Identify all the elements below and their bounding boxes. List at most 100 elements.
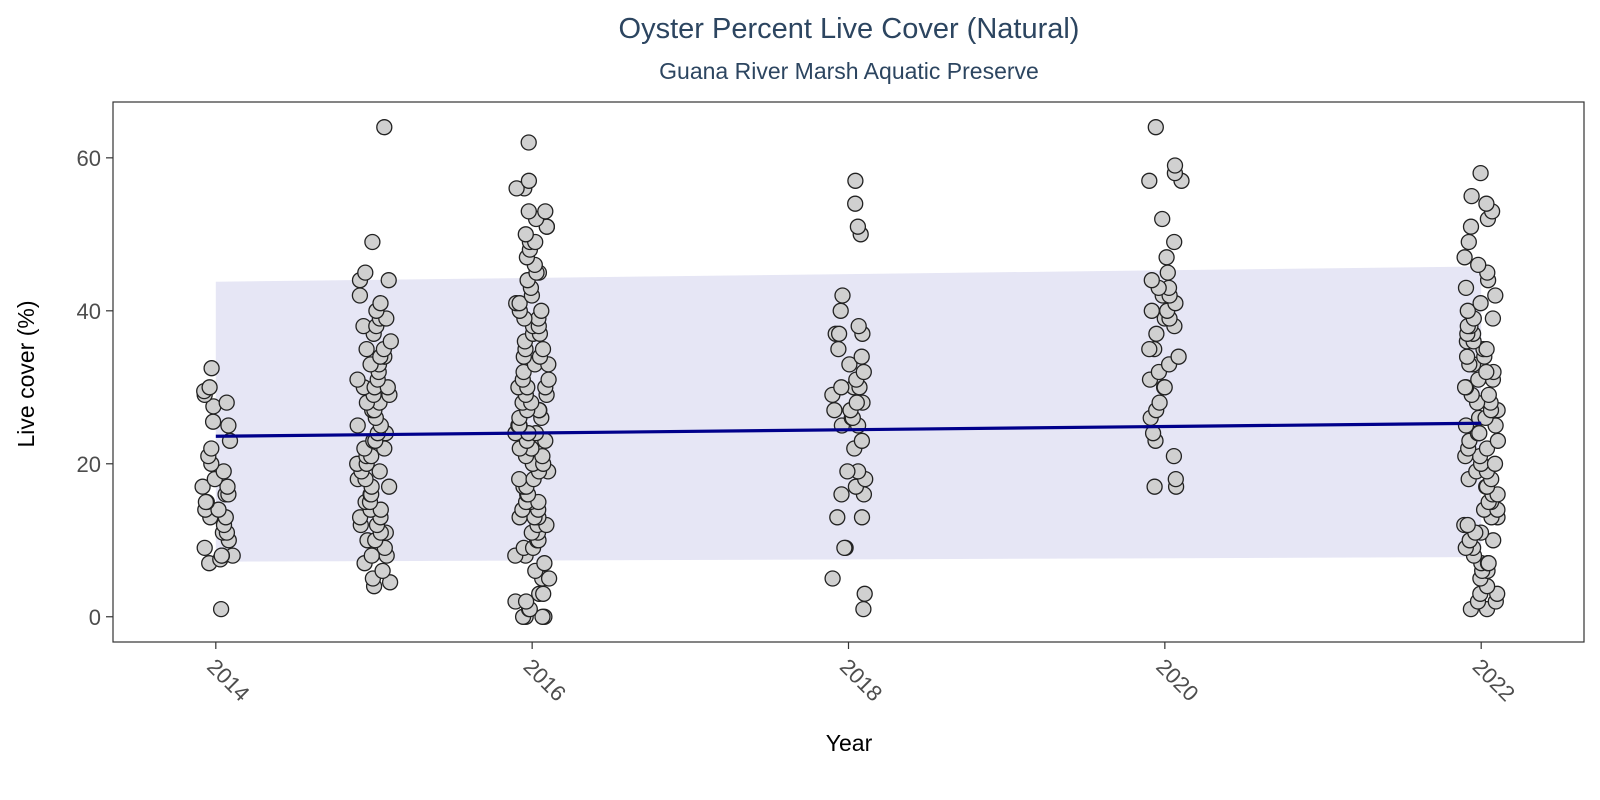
data-point [508,180,525,197]
data-point [540,371,557,388]
data-point [380,272,397,289]
data-point [535,585,552,602]
data-point [1170,348,1187,365]
data-point [1486,455,1504,472]
data-point [1480,386,1497,404]
x-tick-label: 2014 [202,654,254,706]
y-tick-label: 20 [77,452,101,477]
data-point [194,478,211,495]
data-point [1457,417,1475,434]
data-point [839,463,856,480]
data-point [517,226,534,243]
data-point [833,379,850,396]
data-point [1470,256,1487,274]
data-point [534,608,551,625]
x-tick-label: 2016 [519,654,571,706]
data-point [1143,302,1160,319]
data-point [349,417,366,434]
data-point [1146,478,1163,495]
data-point [1151,394,1168,411]
data-point [203,440,220,457]
data-point [1158,249,1175,266]
data-point [533,302,550,319]
y-axis: 0 20 40 60 [77,146,113,630]
data-point [833,486,850,503]
data-point [351,287,369,304]
data-point [511,295,528,312]
data-point [1457,279,1475,297]
data-point [1471,425,1488,442]
chart-subtitle: Guana River Marsh Aquatic Preserve [659,58,1039,84]
data-point [520,203,537,220]
data-point [1478,363,1495,381]
x-tick-label: 2022 [1468,654,1520,706]
data-point [219,478,236,495]
data-point [218,394,235,411]
data-point [212,600,230,618]
data-point [371,463,388,480]
data-point [853,509,871,526]
data-point [853,348,870,365]
data-point [196,539,213,557]
data-point [213,547,230,564]
data-point [382,333,399,350]
data-point [847,195,864,212]
data-point [215,463,232,480]
data-point [1472,164,1489,182]
data-point [1165,447,1183,465]
data-point [197,493,215,511]
x-tick-label: 2018 [835,654,887,706]
chart-title: Oyster Percent Live Cover (Natural) [619,13,1080,45]
trend-line [215,421,1482,438]
data-point [380,478,398,495]
y-tick-label: 40 [77,299,101,324]
data-point [1159,264,1176,281]
y-tick-label: 60 [77,146,101,171]
data-point [850,317,867,335]
data-point [1487,287,1504,304]
data-point [1141,340,1158,358]
data-point [849,218,867,235]
data-point [1456,249,1473,266]
data-point [1456,379,1474,396]
data-point [376,119,393,136]
data-point [853,432,871,449]
data-point [1489,432,1507,449]
data-points [194,119,1507,625]
data-point [855,363,872,381]
data-point [841,356,858,373]
data-point [204,413,222,430]
x-axis: 2014 2016 2018 2020 2022 [202,642,1520,706]
data-point [364,233,381,251]
data-point [537,203,554,220]
data-point [1166,233,1183,251]
data-point [826,402,843,419]
data-point [1143,272,1160,289]
data-point [357,264,374,281]
data-point [210,501,227,518]
data-point [832,302,849,319]
data-point [534,447,551,465]
data-point [1154,210,1171,228]
data-point [1485,532,1502,549]
y-tick-label: 0 [89,605,101,630]
data-point [1480,555,1497,572]
data-point [534,340,552,358]
data-point [1459,516,1476,534]
data-point [1167,470,1184,488]
data-point [511,470,528,488]
data-point [349,371,366,388]
data-point [520,134,537,151]
data-point [1147,119,1164,136]
y-axis-title: Live cover (%) [13,301,39,448]
data-point [220,417,237,434]
data-point [856,585,873,602]
data-point [1166,157,1184,174]
data-point [520,172,538,189]
data-point [824,570,841,587]
data-point [372,295,389,312]
data-point [830,325,848,342]
data-point [381,574,399,591]
data-point [1459,302,1476,319]
data-point [855,600,872,618]
